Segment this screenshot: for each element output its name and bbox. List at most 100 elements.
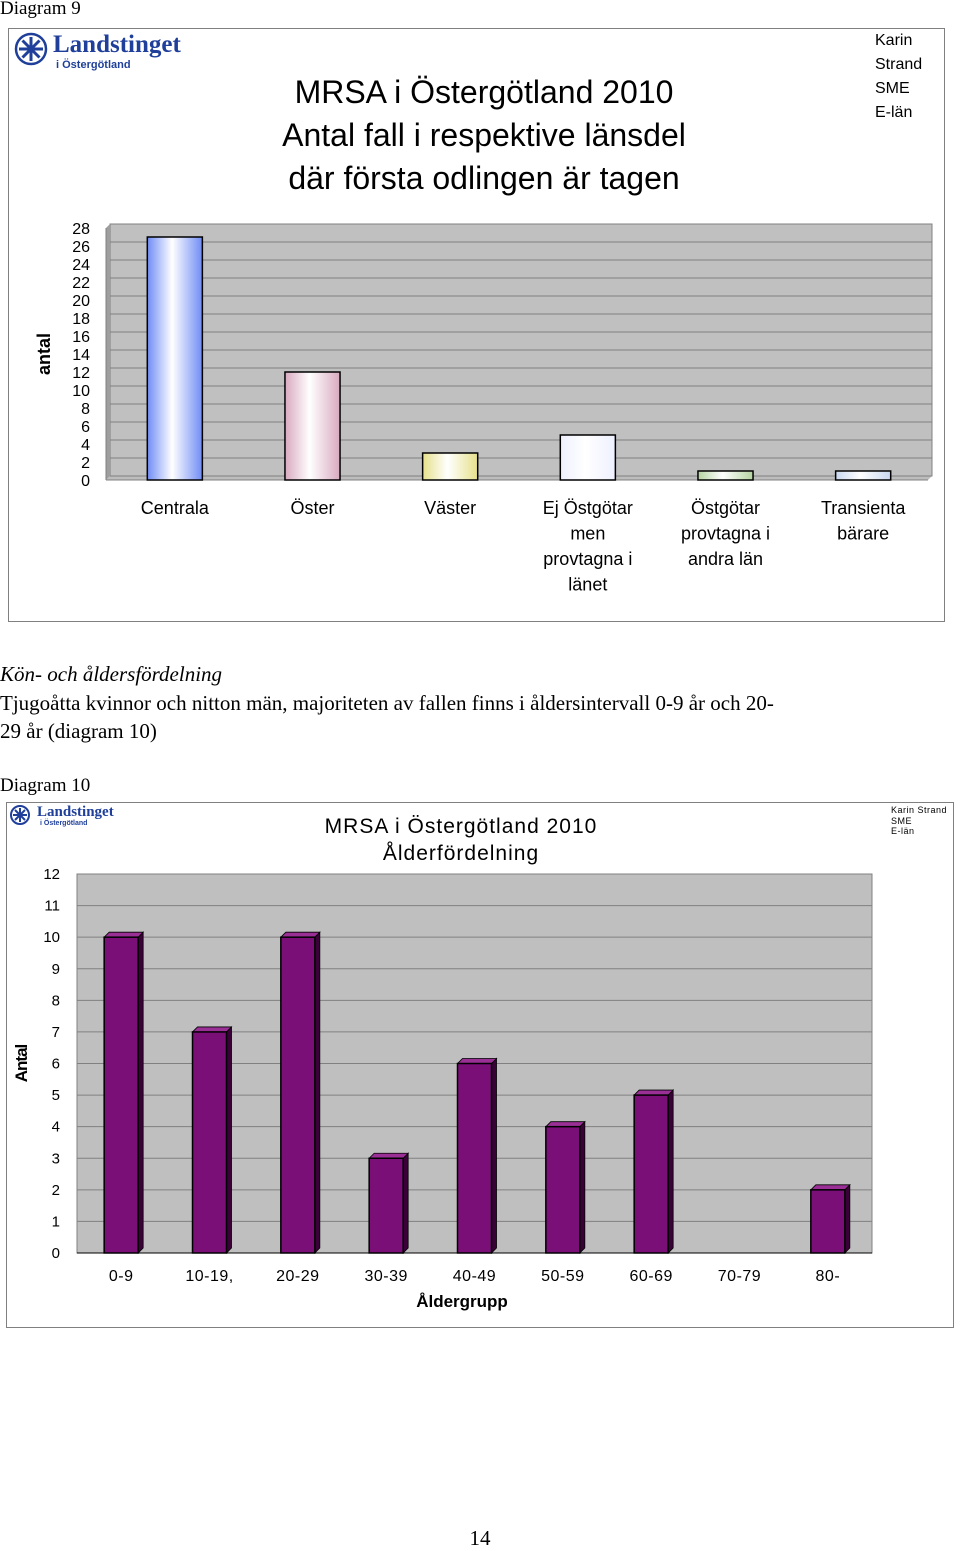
x-tick-label: 0-9 [109, 1268, 134, 1285]
bar [146, 236, 204, 481]
author-line: Karin Strand [891, 805, 948, 815]
x-tick-label: 10-19, [185, 1268, 233, 1285]
bar [810, 1189, 846, 1254]
y-tick-label: 4 [52, 1119, 60, 1136]
chart-title-line: där första odlingen är tagen [288, 160, 680, 196]
bar [280, 936, 316, 1254]
y-axis-label: antal [34, 333, 54, 375]
logo-subtitle: i Östergötland [56, 59, 131, 71]
chart-title-line: MRSA i Östergötland 2010 [324, 815, 598, 838]
section-heading: Kön- och åldersfördelning [0, 662, 223, 686]
diagram10-caption: Diagram 10 [0, 775, 91, 796]
landstinget-logo-small: Landstinget i Östergötland [7, 803, 147, 829]
bar [633, 1094, 669, 1254]
y-tick-label: 0 [81, 473, 90, 490]
plot-side-wall [106, 224, 110, 480]
author-line: Strand [875, 56, 923, 73]
y-tick-label: 11 [44, 898, 60, 915]
y-tick-label: 12 [43, 866, 60, 883]
y-tick-label: 18 [72, 311, 90, 328]
x-tick-label: Ej Östgötar [543, 498, 633, 518]
x-axis-label: Åldergrupp [416, 1292, 508, 1311]
bar-top [633, 1089, 675, 1096]
bar [834, 470, 892, 481]
bar-top [279, 931, 321, 938]
author-line: SME [875, 80, 910, 97]
logo-subtitle: i Östergötland [40, 820, 88, 827]
x-tick-label: Öster [290, 498, 334, 518]
x-tick-label: 50-59 [541, 1268, 584, 1285]
x-tick-label: Väster [424, 498, 476, 518]
y-tick-label: 5 [52, 1087, 60, 1104]
x-tick-label: provtagna i [681, 524, 770, 544]
author-line: E-län [891, 826, 915, 836]
bar-side [137, 931, 144, 1254]
bar [559, 434, 617, 481]
y-tick-label: 10 [43, 929, 60, 946]
y-tick-label: 0 [52, 1245, 60, 1262]
x-tick-label: 60-69 [629, 1268, 672, 1285]
y-tick-label: 20 [72, 293, 90, 310]
chart-title-line: Antal fall i respektive länsdel [282, 117, 686, 153]
author-block: Karin Strand SME E-län [875, 29, 922, 125]
x-tick-label: länet [568, 575, 607, 595]
author-block: Karin Strand SME E-län [891, 805, 947, 837]
y-axis-label: Antal [12, 1044, 31, 1082]
bar [284, 371, 341, 481]
x-tick-label: men [570, 524, 605, 544]
chart-title-line: Ålderfördelning [382, 842, 540, 865]
bar [368, 1157, 404, 1254]
bar-top [103, 931, 145, 938]
bar [697, 470, 754, 481]
bar-top [809, 1184, 851, 1191]
landstinget-logo: Landstinget i Östergötland [11, 29, 201, 75]
logo-name: Landstinget [53, 31, 181, 58]
bar [191, 1031, 228, 1254]
landstinget-emblem-icon [10, 805, 30, 825]
x-tick-label: 70-79 [718, 1268, 761, 1285]
chart-title: MRSA i Östergötland 2010 Ålderfördelning [281, 813, 641, 867]
y-tick-label: 2 [81, 455, 90, 472]
landstinget-emblem-icon [14, 32, 48, 66]
diagram9-caption: Diagram 9 [0, 0, 81, 19]
bar [545, 1125, 581, 1254]
y-tick-label: 14 [72, 347, 90, 364]
x-tick-label: 30-39 [364, 1268, 407, 1285]
bar [103, 936, 139, 1254]
y-tick-label: 28 [72, 221, 90, 238]
y-tick-label: 4 [81, 437, 90, 454]
logo-name: Landstinget [37, 804, 114, 820]
x-tick-label: Centrala [141, 498, 210, 518]
y-tick-label: 7 [52, 1024, 60, 1041]
x-tick-label: Östgötar [691, 498, 760, 518]
page-number: 14 [469, 1526, 491, 1550]
y-tick-label: 10 [72, 383, 90, 400]
paragraph-line-1: Tjugoåtta kvinnor och nitton män, majori… [0, 691, 774, 715]
author-line: E-län [875, 104, 913, 121]
y-tick-label: 12 [72, 365, 90, 382]
x-tick-label: 80- [816, 1268, 841, 1285]
bar [421, 452, 479, 481]
y-tick-label: 16 [72, 329, 90, 346]
x-tick-label: 20-29 [276, 1268, 319, 1285]
paragraph-line-2: 29 år (diagram 10) [0, 719, 157, 743]
y-tick-label: 8 [81, 401, 90, 418]
bar [456, 1062, 493, 1254]
x-tick-label: Transienta [821, 498, 906, 518]
x-tick-label: provtagna i [543, 549, 632, 569]
author-line: Karin [875, 32, 913, 49]
x-tick-label: bärare [837, 524, 889, 544]
chart-title: MRSA i Östergötland 2010 Antal fall i re… [199, 71, 769, 200]
y-tick-label: 3 [52, 1150, 60, 1167]
y-tick-label: 26 [72, 239, 90, 256]
author-line: SME [891, 815, 913, 826]
y-tick-label: 8 [52, 992, 60, 1009]
y-tick-label: 1 [52, 1213, 60, 1230]
x-tick-label: 40-49 [453, 1268, 496, 1285]
y-tick-label: 6 [81, 419, 90, 436]
y-tick-label: 22 [72, 275, 90, 292]
x-tick-label: andra län [688, 549, 763, 569]
chart-title-line: MRSA i Östergötland 2010 [294, 74, 674, 110]
